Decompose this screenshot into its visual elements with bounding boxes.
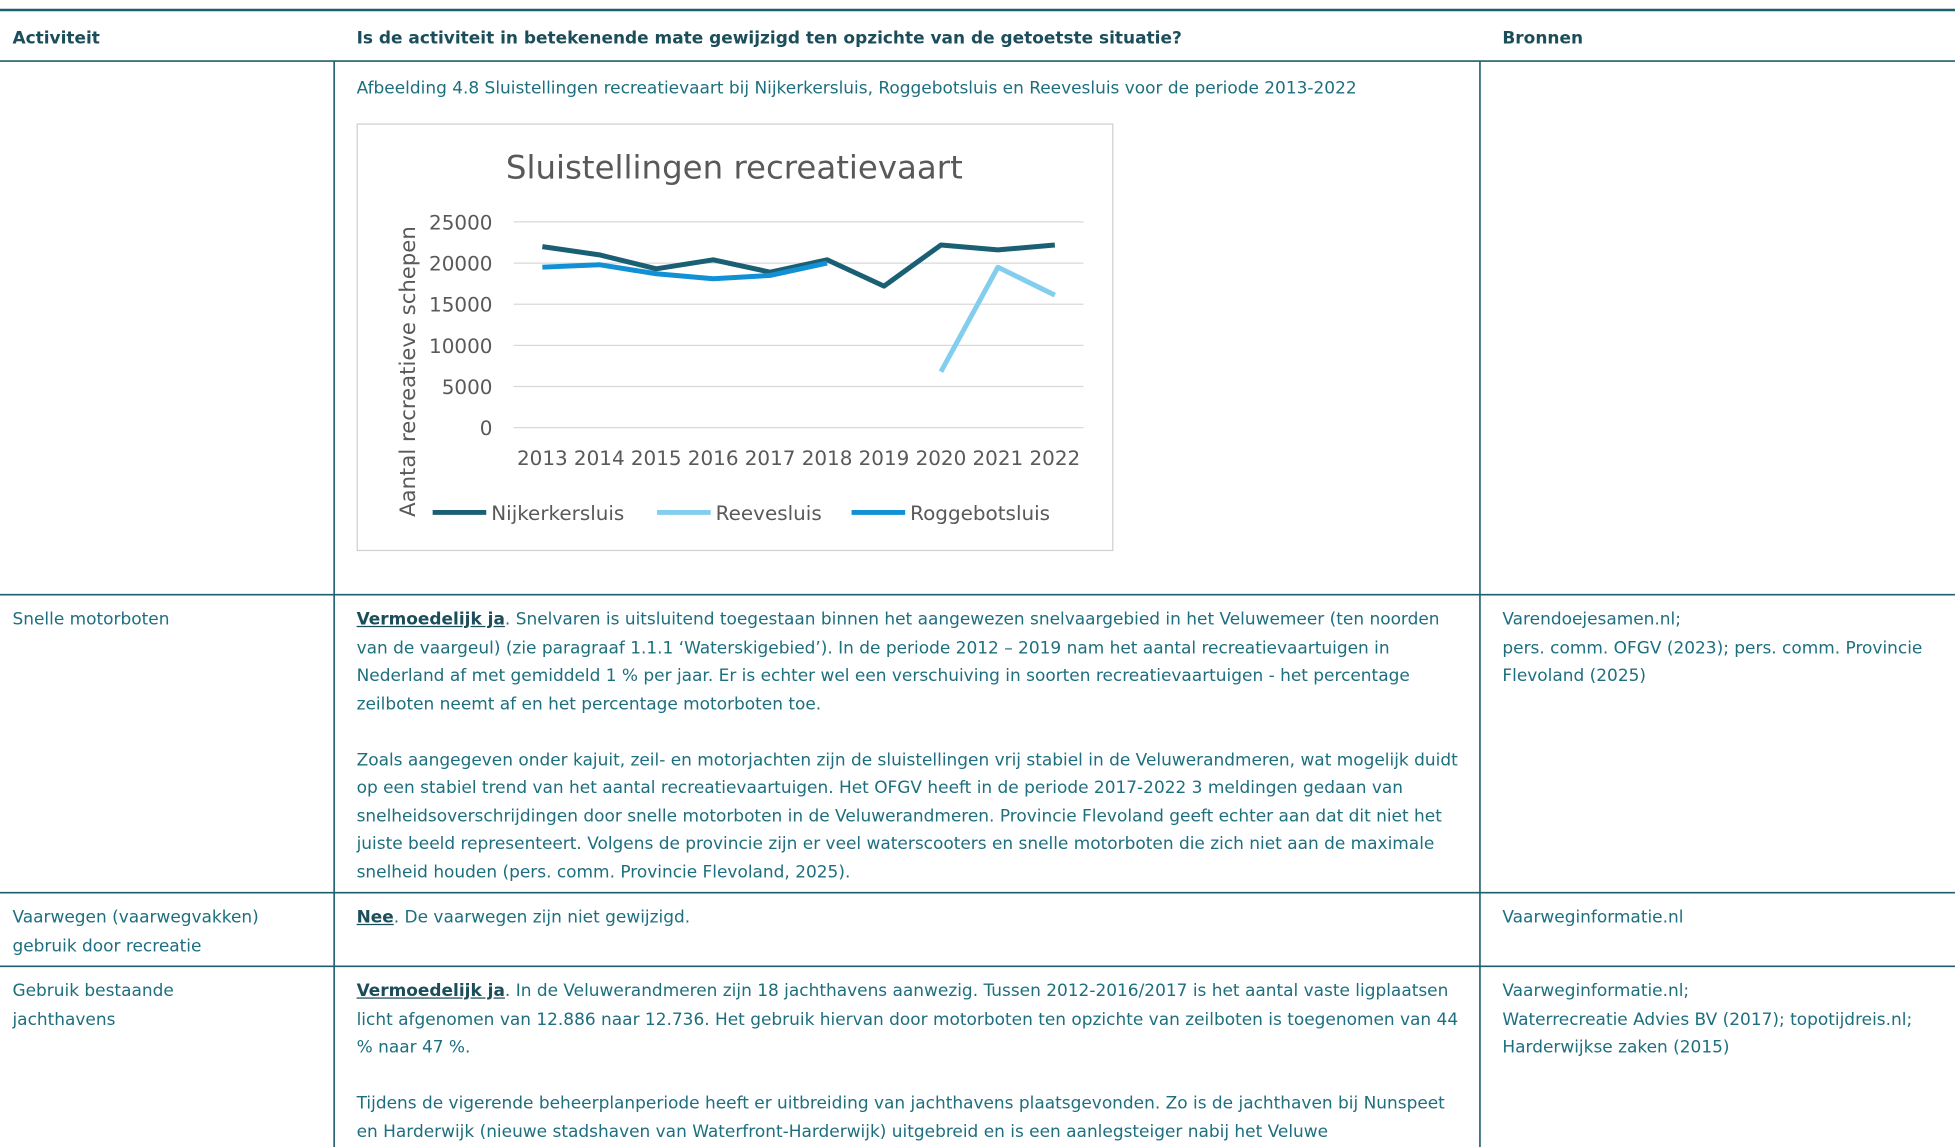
x-tick-label: 2022 (1029, 446, 1080, 470)
x-tick-label: 2021 (973, 446, 1024, 470)
sources: Varendoejesamen.nl; pers. comm. OFGV (202… (1502, 606, 1945, 690)
y-tick-label: 20000 (429, 252, 492, 276)
y-axis-label: Aantal recreatieve schepen (395, 226, 420, 517)
y-tick-label: 5000 (442, 375, 493, 399)
paragraph: Vermoedelijk ja. Snelvaren is uitsluiten… (357, 606, 1460, 718)
x-tick-label: 2020 (916, 446, 967, 470)
paragraph-text: . De vaarwegen zijn niet gewijzigd. (393, 907, 691, 928)
activity: Vaarwegen (vaarwegvakken) gebruik door r… (12, 907, 259, 956)
paragraph: Zoals aangegeven onder kajuit, zeil- en … (357, 746, 1460, 886)
x-tick-label: 2017 (745, 446, 796, 470)
source: Harderwijkse zaken (2015) (1502, 1037, 1730, 1058)
x-tick-label: 2015 (631, 446, 682, 470)
activity: Gebruik bestaande jachthavens (12, 981, 174, 1030)
source: Vaarweginformatie.nl; (1502, 981, 1690, 1002)
paragraph: Vermoedelijk ja. In de Veluwerandmeren z… (357, 977, 1460, 1061)
y-tick-label: 0 (480, 416, 493, 440)
verdict: Vermoedelijk ja (356, 981, 505, 1002)
chart-title: Sluistellingen recreatievaart (506, 148, 963, 186)
description: Vermoedelijk ja. In de Veluwerandmeren z… (357, 977, 1460, 1147)
column-header: Activiteit (12, 28, 100, 49)
verdict: Vermoedelijk ja (356, 609, 505, 630)
source: Vaarweginformatie.nl (1502, 907, 1684, 928)
y-tick-label: 15000 (429, 293, 492, 317)
x-tick-label: 2019 (859, 446, 910, 470)
activity: Snelle motorboten (12, 609, 170, 630)
series-line (542, 242, 1056, 289)
series-line (938, 264, 1056, 373)
paragraph-text: . In de Veluwerandmeren zijn 18 jachthav… (356, 981, 1459, 1058)
sources: Vaarweginformatie.nl (1502, 904, 1945, 932)
chart-frame (356, 123, 1114, 552)
paragraph-text: . Snelvaren is uitsluitend toegestaan bi… (356, 609, 1440, 714)
sources: Vaarweginformatie.nl; Waterrecreatie Advi… (1502, 977, 1945, 1061)
x-tick-label: 2013 (517, 446, 568, 470)
paragraph: Tijdens de vigerende beheerplanperiode h… (357, 1090, 1460, 1146)
legend-label: Reevesluis (716, 501, 822, 525)
description: Nee. De vaarwegen zijn niet gewijzigd. (357, 904, 1460, 960)
y-tick-label: 10000 (429, 334, 492, 358)
series-line (542, 260, 828, 282)
legend-label: Roggebotsluis (910, 501, 1050, 525)
figure-caption: Afbeelding 4.8 Sluistellingen recreatiev… (356, 78, 1357, 99)
legend-label: Nijkerkersluis (491, 501, 624, 525)
source: Varendoejesamen.nl; (1502, 609, 1681, 630)
paragraph-text: Tijdens de vigerende beheerplanperiode h… (356, 1093, 1445, 1142)
column-header: Is de activiteit in betekenende mate gew… (356, 28, 1182, 49)
description: Vermoedelijk ja. Snelvaren is uitsluiten… (357, 606, 1460, 915)
paragraph-text: Zoals aangegeven onder kajuit, zeil- en … (356, 749, 1458, 883)
paragraph: Nee. De vaarwegen zijn niet gewijzigd. (357, 904, 1460, 932)
source: pers. comm. OFGV (2023); pers. comm. Pro… (1502, 637, 1923, 686)
x-tick-label: 2014 (574, 446, 625, 470)
y-tick-label: 25000 (429, 210, 492, 234)
column-header: Bronnen (1502, 28, 1584, 49)
verdict: Nee (356, 907, 394, 928)
x-tick-label: 2016 (688, 446, 739, 470)
x-tick-label: 2018 (802, 446, 853, 470)
source: Waterrecreatie Advies BV (2017); topotij… (1502, 1009, 1913, 1030)
